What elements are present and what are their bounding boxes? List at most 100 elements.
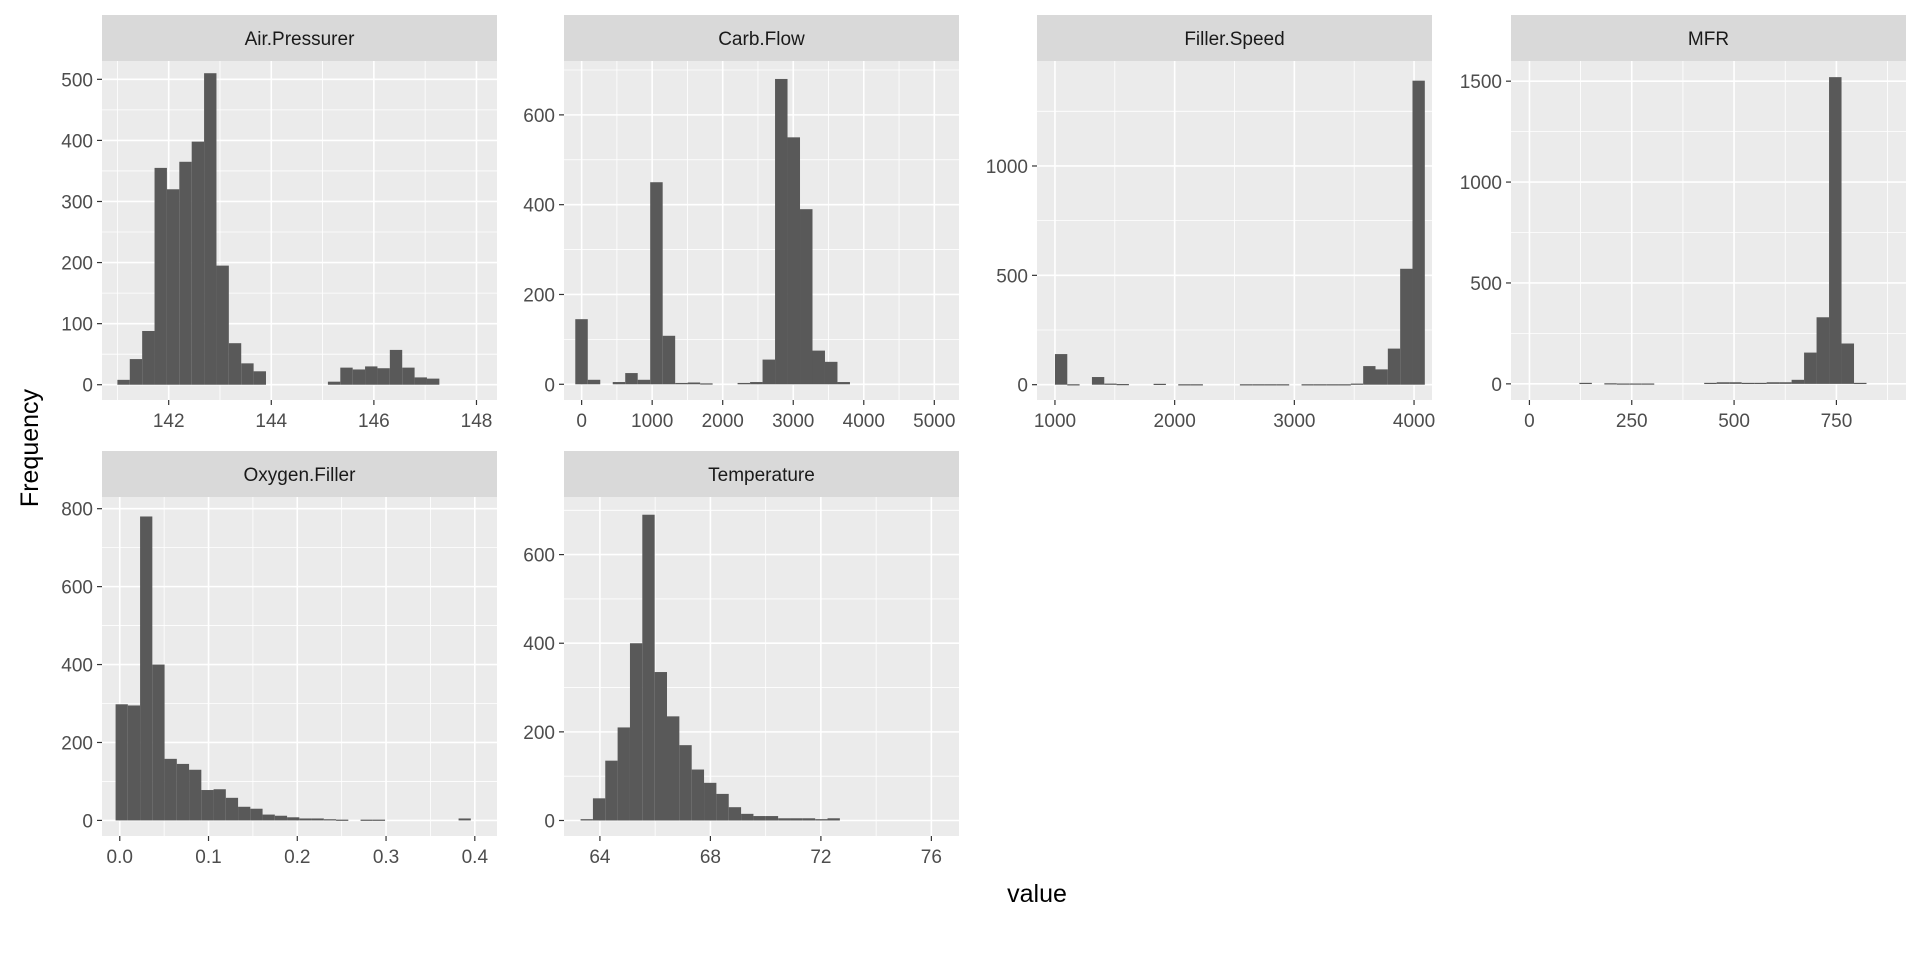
x-tick-label: 250 <box>1616 411 1648 432</box>
histogram-bar <box>166 189 180 385</box>
x-tick-label: 750 <box>1821 411 1853 432</box>
y-tick-label: 600 <box>523 106 555 127</box>
facet-title: Air.Pressurer <box>245 29 355 50</box>
histogram-bar <box>274 815 288 821</box>
histogram-bar <box>1816 317 1830 384</box>
x-tick-label: 3000 <box>772 411 814 432</box>
facet-title: Carb.Flow <box>718 29 805 50</box>
histogram-bar <box>1301 384 1314 386</box>
x-tick-label: 146 <box>358 411 390 432</box>
y-tick-label: 1500 <box>1460 72 1502 93</box>
histogram-bar <box>667 716 680 821</box>
histogram-bar <box>1190 384 1203 386</box>
histogram-bar <box>327 381 341 385</box>
histogram-bar <box>241 363 254 385</box>
histogram-bar <box>753 816 766 821</box>
histogram-bar <box>287 817 300 821</box>
x-tick-label: 0 <box>1524 411 1535 432</box>
facet-panel: MFR 0 500 1000 1500 0 250 500 750 <box>1460 15 1906 432</box>
histogram-bar <box>704 782 717 821</box>
histogram-bar <box>679 745 692 821</box>
histogram-bar <box>1741 382 1755 385</box>
facet-strip <box>1037 15 1432 61</box>
histogram-bar <box>414 377 427 385</box>
y-tick-label: 500 <box>996 266 1028 287</box>
histogram-bar <box>213 789 226 821</box>
histogram-bar <box>250 808 263 821</box>
x-tick-label: 68 <box>700 847 721 868</box>
facet-panel: Oxygen.Filler 0 200 400 600 800 0.0 0.1 0.2 0.3 0.… <box>61 451 497 868</box>
histogram-bar <box>642 514 655 821</box>
histogram-bar <box>1153 383 1166 386</box>
histogram-bar <box>1754 382 1767 385</box>
histogram-bar <box>299 818 312 821</box>
x-tick-label: 72 <box>810 847 831 868</box>
facet-strip <box>1511 15 1906 61</box>
y-tick-label: 0 <box>82 376 93 397</box>
histogram-bar <box>1067 384 1080 386</box>
histogram-bar <box>775 78 788 385</box>
histogram-bar <box>587 379 601 385</box>
y-tick-label: 200 <box>61 733 93 754</box>
histogram-bar <box>426 378 440 385</box>
histogram-bar <box>654 672 668 821</box>
histogram-bar <box>691 769 705 821</box>
x-tick-label: 2000 <box>1154 411 1196 432</box>
histogram-bar <box>262 814 275 821</box>
histogram-bar <box>201 790 214 821</box>
histogram-bar <box>1629 383 1642 385</box>
histogram-bar <box>812 350 825 385</box>
histogram-bar <box>827 818 840 821</box>
histogram-bar <box>360 819 373 821</box>
histogram-bar <box>592 798 606 821</box>
histogram-bar <box>204 73 217 385</box>
y-tick-label: 0 <box>82 811 93 832</box>
histogram-bar <box>675 382 688 385</box>
histogram-bar <box>117 379 130 385</box>
x-tick-label: 0.3 <box>373 847 399 868</box>
histogram-bar <box>787 137 801 385</box>
histogram-bar <box>179 161 192 385</box>
histogram-bar <box>1252 384 1265 386</box>
histogram-bar <box>650 182 663 385</box>
histogram-bar <box>311 818 324 821</box>
histogram-bar <box>127 705 141 821</box>
x-tick-label: 64 <box>589 847 611 868</box>
x-tick-label: 0.4 <box>462 847 489 868</box>
histogram-bar <box>1641 383 1655 385</box>
y-tick-label: 0 <box>1491 375 1502 396</box>
histogram-bar <box>741 813 754 821</box>
histogram-bar <box>352 369 366 385</box>
facet-panel: Filler.Speed 0 500 1000 1000 2000 3000 4000 <box>986 15 1435 432</box>
histogram-bar <box>1841 343 1855 384</box>
histogram-bar <box>1239 384 1253 386</box>
histogram-bar <box>225 797 239 821</box>
histogram-bar <box>1350 383 1364 385</box>
facet-strip <box>102 15 497 61</box>
histogram-bar <box>800 209 813 385</box>
panel-background <box>564 61 959 400</box>
histogram-bar <box>458 818 471 821</box>
x-tick-label: 144 <box>255 411 287 432</box>
histogram-bar <box>1791 379 1805 384</box>
histogram-bar <box>1375 369 1388 385</box>
histogram-bar <box>1829 77 1842 384</box>
histogram-bar <box>191 141 205 385</box>
histogram-bar <box>1766 382 1780 384</box>
histogram-bar <box>700 383 713 385</box>
y-tick-label: 1000 <box>986 157 1028 178</box>
histogram-bar <box>617 727 630 821</box>
y-axis-title: Frequency <box>16 388 44 507</box>
histogram-bar <box>228 343 242 385</box>
y-tick-label: 800 <box>61 500 93 521</box>
histogram-bar <box>164 758 177 821</box>
y-tick-label: 1000 <box>1460 173 1502 194</box>
facet-panel: Carb.Flow 0 200 400 600 0 1000 2000 3000 4000 5000 <box>523 15 959 432</box>
histogram-bar <box>687 382 701 385</box>
x-tick-label: 3000 <box>1273 411 1315 432</box>
histogram-bar <box>1804 352 1817 384</box>
histogram-bar <box>323 819 337 821</box>
histogram-bar <box>737 382 751 385</box>
histogram-bar <box>140 516 153 821</box>
